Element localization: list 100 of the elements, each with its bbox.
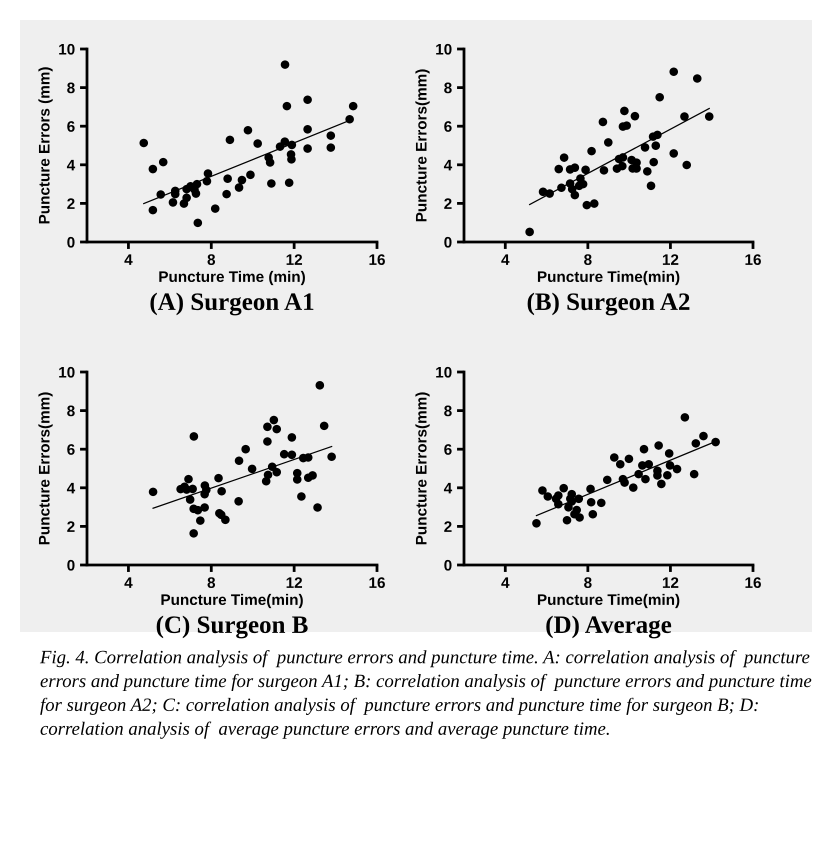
point bbox=[690, 470, 698, 478]
point bbox=[266, 158, 274, 167]
point bbox=[590, 199, 599, 208]
point bbox=[222, 190, 231, 198]
point bbox=[248, 464, 256, 474]
point bbox=[168, 198, 178, 207]
point bbox=[680, 112, 689, 121]
point bbox=[559, 484, 568, 492]
point bbox=[699, 432, 708, 440]
point bbox=[525, 228, 534, 236]
y-tick-label: 0 bbox=[67, 560, 75, 571]
x-tick-label: 8 bbox=[584, 577, 592, 588]
point bbox=[282, 102, 292, 110]
point bbox=[196, 516, 205, 525]
point bbox=[628, 483, 638, 492]
point bbox=[643, 167, 652, 176]
point bbox=[596, 498, 606, 508]
point bbox=[303, 95, 312, 104]
point bbox=[538, 486, 547, 495]
point bbox=[572, 506, 581, 514]
point bbox=[246, 170, 255, 180]
point bbox=[194, 218, 202, 228]
point bbox=[263, 422, 272, 432]
x-tick-label: 16 bbox=[369, 254, 385, 266]
point bbox=[632, 158, 641, 167]
y-tick-label: 8 bbox=[67, 82, 75, 94]
point bbox=[704, 112, 714, 121]
point bbox=[562, 516, 572, 525]
point bbox=[586, 498, 596, 507]
y-tick-label: 2 bbox=[444, 521, 452, 532]
point bbox=[554, 491, 563, 500]
point bbox=[280, 450, 288, 458]
point bbox=[182, 194, 191, 202]
text: (A) Surgeon A1 bbox=[150, 292, 314, 316]
point bbox=[313, 503, 322, 512]
point bbox=[241, 444, 250, 454]
point bbox=[598, 118, 608, 126]
x-axis-title: Puncture Time(min) bbox=[538, 270, 680, 286]
point bbox=[620, 106, 629, 116]
point bbox=[234, 456, 244, 466]
point bbox=[560, 153, 568, 162]
point bbox=[221, 516, 230, 524]
point bbox=[288, 433, 296, 442]
point bbox=[557, 183, 566, 192]
point bbox=[267, 179, 276, 188]
point bbox=[210, 204, 220, 213]
point bbox=[618, 153, 628, 162]
point bbox=[148, 164, 158, 174]
point bbox=[532, 519, 541, 528]
point bbox=[272, 468, 282, 476]
y-tick-label: 8 bbox=[444, 405, 452, 416]
point bbox=[268, 462, 276, 472]
x-tick-label: 12 bbox=[286, 254, 302, 265]
caption: Fig. 4. Correlation analysis of puncture errors and puncture time. A: correlation analysis of puncture errors and puncture time for surgeon A1; B: correlation analysis of puncture errors and puncture time for surgeon A2; C: correlation analysis of puncture errors and puncture time for surgeon B; D: correlation analysis of average puncture errors and average puncture time. bbox=[40, 650, 812, 739]
x-tick-label: 16 bbox=[745, 254, 761, 266]
point bbox=[655, 92, 664, 102]
point bbox=[588, 510, 598, 519]
point bbox=[253, 139, 262, 148]
y-tick-label: 8 bbox=[67, 405, 75, 416]
point bbox=[192, 180, 202, 188]
point bbox=[644, 460, 654, 469]
point bbox=[554, 500, 563, 508]
point bbox=[575, 513, 584, 522]
point bbox=[139, 138, 148, 148]
x-tick-label: 4 bbox=[124, 577, 133, 588]
point bbox=[184, 474, 193, 484]
point bbox=[586, 484, 595, 494]
point bbox=[272, 424, 282, 434]
y-tick-label: 4 bbox=[66, 160, 76, 170]
point bbox=[554, 164, 564, 174]
point bbox=[186, 495, 194, 504]
point bbox=[320, 422, 328, 430]
point bbox=[202, 176, 212, 186]
point bbox=[284, 178, 294, 188]
point bbox=[303, 125, 312, 134]
point bbox=[226, 136, 234, 144]
point bbox=[618, 162, 627, 170]
y-tick-label: 0 bbox=[444, 560, 452, 571]
y-tick-label: 6 bbox=[67, 444, 75, 455]
point bbox=[610, 453, 619, 462]
x-axis-title: Puncture Time(min) bbox=[161, 594, 303, 608]
y-axis-title: Puncture Errors(mm) bbox=[415, 69, 430, 222]
y-tick-label: 2 bbox=[444, 198, 452, 209]
point bbox=[663, 470, 672, 480]
point bbox=[190, 432, 198, 441]
x-axis-title: Puncture Time (min) bbox=[159, 270, 305, 286]
point bbox=[200, 503, 209, 512]
y-tick-label: 10 bbox=[436, 366, 452, 378]
point bbox=[202, 486, 211, 494]
point bbox=[649, 158, 658, 166]
point bbox=[587, 146, 596, 156]
point bbox=[651, 141, 660, 150]
text: (D) Average bbox=[546, 616, 672, 638]
point bbox=[288, 450, 296, 460]
point bbox=[270, 416, 278, 424]
y-tick-label: 4 bbox=[444, 160, 452, 170]
point bbox=[672, 464, 682, 474]
point bbox=[217, 486, 226, 496]
point bbox=[192, 189, 200, 198]
point bbox=[263, 437, 272, 446]
